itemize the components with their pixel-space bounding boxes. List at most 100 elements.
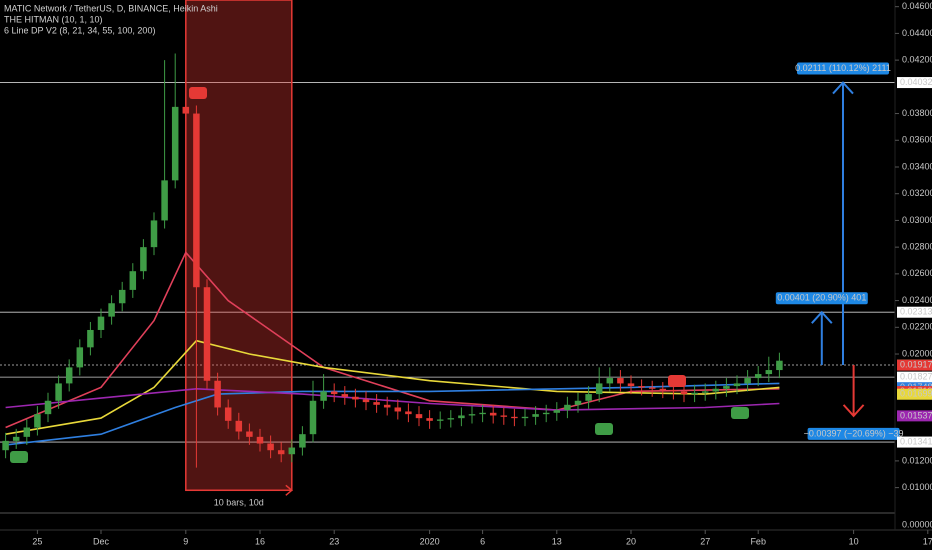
price-badge <box>897 77 932 89</box>
candle-body <box>638 386 645 388</box>
candle-body <box>489 412 497 416</box>
candle-body <box>193 113 200 288</box>
legend-line: THE HITMAN (10, 1, 10) <box>4 14 103 24</box>
candle-body <box>235 420 243 432</box>
candle-body <box>405 411 412 415</box>
candle-body <box>129 271 137 290</box>
x-tick-label: 6 <box>480 536 485 546</box>
y-tick-label: 0.04200 <box>902 54 932 64</box>
candle-body <box>383 404 391 408</box>
price-badge-label: 0.01827 <box>900 372 932 382</box>
candle-body <box>76 347 84 368</box>
candle-body <box>606 378 614 384</box>
price-badge-label: 0.04032 <box>900 77 932 87</box>
price-badge <box>897 359 932 371</box>
measure-arrowhead <box>842 404 865 418</box>
candle-body <box>87 329 94 348</box>
y-tick-label: 0.03200 <box>902 188 932 198</box>
candle-body <box>373 402 380 405</box>
candle-body <box>415 414 423 419</box>
price-badge-label: 0.01341 <box>900 436 932 446</box>
candle-body <box>182 106 190 114</box>
range-label: 10 bars, 10d <box>214 498 264 508</box>
y-tick-label: 0.02800 <box>902 242 932 252</box>
legend: MATIC Network / TetherUS, D, BINANCE, He… <box>4 3 218 35</box>
price-badge <box>897 436 932 448</box>
candle-body <box>754 374 762 379</box>
x-tick-label: 23 <box>329 536 339 546</box>
candle-body <box>12 436 20 441</box>
sell-marker <box>189 87 207 99</box>
candle-body <box>680 391 688 395</box>
candle-body <box>2 440 9 451</box>
measure-box <box>797 62 889 75</box>
candle-body <box>627 383 635 387</box>
x-tick-label: 9 <box>183 536 188 546</box>
candle-body <box>299 434 306 448</box>
measure-arrowhead <box>811 310 833 324</box>
candle-body <box>277 450 285 455</box>
buy-marker <box>10 451 28 463</box>
y-tick-label: 0.02200 <box>902 322 932 332</box>
candle-body <box>542 412 550 415</box>
candle-body <box>733 383 741 387</box>
moving-average <box>5 251 780 429</box>
candle-body <box>108 303 115 317</box>
candle-body <box>362 399 370 403</box>
candle-body <box>214 380 221 408</box>
x-tick-label: Dec <box>93 536 110 546</box>
range-box <box>185 0 293 492</box>
y-tick-label: 0.04600 <box>902 1 932 11</box>
candle-body <box>659 388 667 391</box>
candle-body <box>712 388 720 392</box>
candle-body <box>521 416 529 419</box>
candle-body <box>723 386 730 389</box>
price-badge <box>897 410 932 422</box>
candle-body <box>447 418 455 420</box>
candle-body <box>309 400 317 435</box>
candle-body <box>426 418 433 421</box>
y-tick-label: 0.03800 <box>902 108 932 118</box>
candle-body <box>511 416 518 419</box>
candle-body <box>765 370 773 375</box>
candle-body <box>701 391 709 393</box>
candle-body <box>288 447 296 455</box>
candle-body <box>224 407 232 421</box>
candle-body <box>341 394 349 397</box>
measure-label: 0.02111 (110.12%) 2111 <box>795 63 891 73</box>
candle-body <box>34 414 41 428</box>
candle-body <box>458 415 465 419</box>
legend-line: 6 Line DP V2 (8, 21, 34, 55, 100, 200) <box>4 25 155 35</box>
price-badge <box>897 371 932 383</box>
candle-body <box>744 378 751 384</box>
candle-body <box>394 407 402 412</box>
candle-body <box>436 419 444 421</box>
y-tick-label: 0.04400 <box>902 28 932 38</box>
candle-body <box>585 394 592 401</box>
candle-body <box>23 427 31 437</box>
candle-body <box>256 436 264 444</box>
measure-box <box>775 292 868 305</box>
candle-body <box>564 404 571 411</box>
candle-body <box>267 443 274 451</box>
candle-body <box>330 391 338 395</box>
y-tick-label: 0.03600 <box>902 135 932 145</box>
price-badge-label: 0.01917 <box>900 359 932 369</box>
x-tick-label: 2020 <box>420 536 440 546</box>
candle-body <box>691 392 698 395</box>
pane2-tick-label: 0.00000 <box>902 519 932 529</box>
y-tick-label: 0.01000 <box>902 482 932 492</box>
candle-body <box>44 400 52 415</box>
x-tick-label: 16 <box>255 536 265 546</box>
candle-body <box>65 367 73 384</box>
price-badge-label: 0.01699 <box>900 389 932 399</box>
legend-line: MATIC Network / TetherUS, D, BINANCE, He… <box>4 3 218 13</box>
candle-body <box>553 410 561 413</box>
candle-body <box>55 383 62 401</box>
price-badge-label: 0.01537 <box>900 410 932 420</box>
y-tick-label: 0.02600 <box>902 268 932 278</box>
x-tick-label: 25 <box>32 536 42 546</box>
candle-body <box>670 390 677 392</box>
